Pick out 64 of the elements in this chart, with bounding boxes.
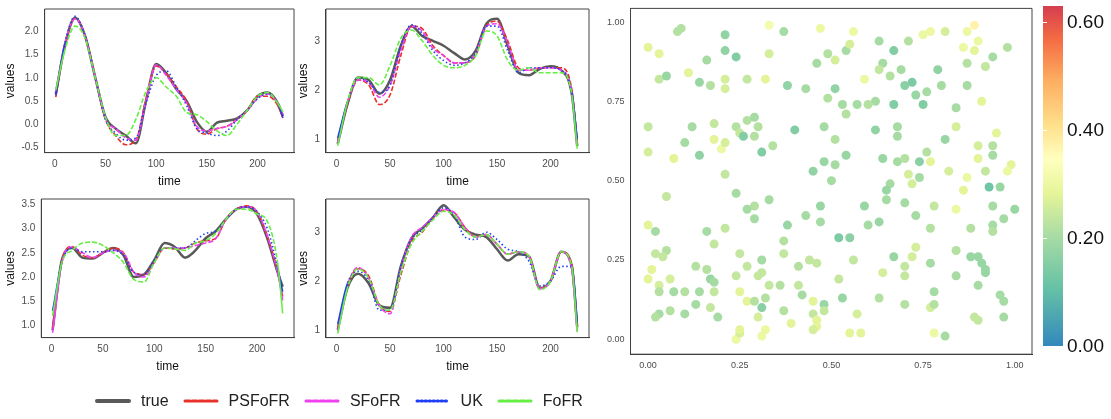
x-tick-label: 50 xyxy=(384,158,397,170)
y-tick-label: 0.0 xyxy=(24,117,40,129)
y-tick-label: 1.0 xyxy=(21,319,36,331)
y-tick-label: 1.00 xyxy=(606,16,625,27)
x-axis-title: time xyxy=(157,174,181,189)
legend-label: PSFoFR xyxy=(228,392,290,410)
y-tick-label: 1 xyxy=(314,323,321,335)
x-tick-label: 200 xyxy=(542,158,560,170)
y-tick-label: 2.5 xyxy=(21,246,36,258)
y-axis-title: values xyxy=(2,250,17,286)
y-tick-label: 2.0 xyxy=(24,25,40,37)
x-tick-label: 200 xyxy=(249,158,267,170)
x-tick-label: 0.75 xyxy=(914,360,932,371)
y-tick-label: 3.0 xyxy=(21,222,36,234)
y-tick-label: 2 xyxy=(314,83,321,95)
x-tick-label: 0 xyxy=(333,343,340,355)
color-bar-label: 0.60 xyxy=(1067,10,1104,35)
x-tick-label: 0.25 xyxy=(731,360,749,371)
x-tick-label: 0 xyxy=(333,158,340,170)
color-bar-label: 0.20 xyxy=(1067,226,1104,251)
y-tick-label: 0.50 xyxy=(606,175,625,186)
y-tick-label: 0.00 xyxy=(606,333,625,344)
y-tick-label: 0.75 xyxy=(606,95,625,106)
x-tick-label: 50 xyxy=(384,343,397,355)
x-tick-label: 200 xyxy=(542,343,560,355)
x-tick-label: 150 xyxy=(488,343,506,355)
x-tick-label: 1.00 xyxy=(1006,360,1024,371)
y-tick-label: 3 xyxy=(314,225,321,237)
y-tick-label: 3 xyxy=(314,34,321,46)
x-tick-label: 50 xyxy=(99,158,112,170)
y-tick-label: 0.5 xyxy=(24,94,40,106)
legend-label: UK xyxy=(460,392,483,410)
y-tick-label: 1 xyxy=(314,132,321,144)
x-axis-title: time xyxy=(156,359,180,374)
y-tick-label: 0.25 xyxy=(606,254,625,265)
x-tick-label: 0 xyxy=(48,343,55,355)
x-axis-title: time xyxy=(446,174,470,189)
y-tick-label: 1.0 xyxy=(24,71,40,83)
y-tick-label: 2 xyxy=(314,274,321,286)
color-bar-label: 0.40 xyxy=(1067,118,1104,143)
x-tick-label: 100 xyxy=(147,158,165,170)
y-tick-label: 2.0 xyxy=(21,270,36,282)
y-tick-label: 1.5 xyxy=(21,295,36,306)
x-tick-label: 150 xyxy=(488,158,506,170)
x-tick-label: 0 xyxy=(51,158,58,170)
x-tick-label: 200 xyxy=(248,343,266,355)
x-tick-label: 100 xyxy=(435,158,453,170)
y-tick-label: 1.5 xyxy=(24,48,40,60)
legend-label: FoFR xyxy=(542,392,583,410)
x-axis-title: time xyxy=(446,359,470,374)
x-tick-label: 50 xyxy=(97,343,109,355)
y-axis-title: values xyxy=(295,63,310,99)
legend-label: SFoFR xyxy=(349,392,401,410)
x-tick-label: 150 xyxy=(197,343,215,355)
y-axis-title: values xyxy=(2,63,17,99)
legend-label: true xyxy=(141,392,169,410)
x-tick-label: 0.50 xyxy=(822,360,841,371)
x-tick-label: 100 xyxy=(435,343,453,355)
y-axis-title: values xyxy=(295,250,310,286)
y-tick-label: 3.5 xyxy=(21,198,36,210)
x-tick-label: 100 xyxy=(145,343,164,355)
y-tick-label: -0.5 xyxy=(21,140,40,152)
x-tick-label: 150 xyxy=(198,158,216,170)
x-tick-label: 0.00 xyxy=(639,360,657,371)
